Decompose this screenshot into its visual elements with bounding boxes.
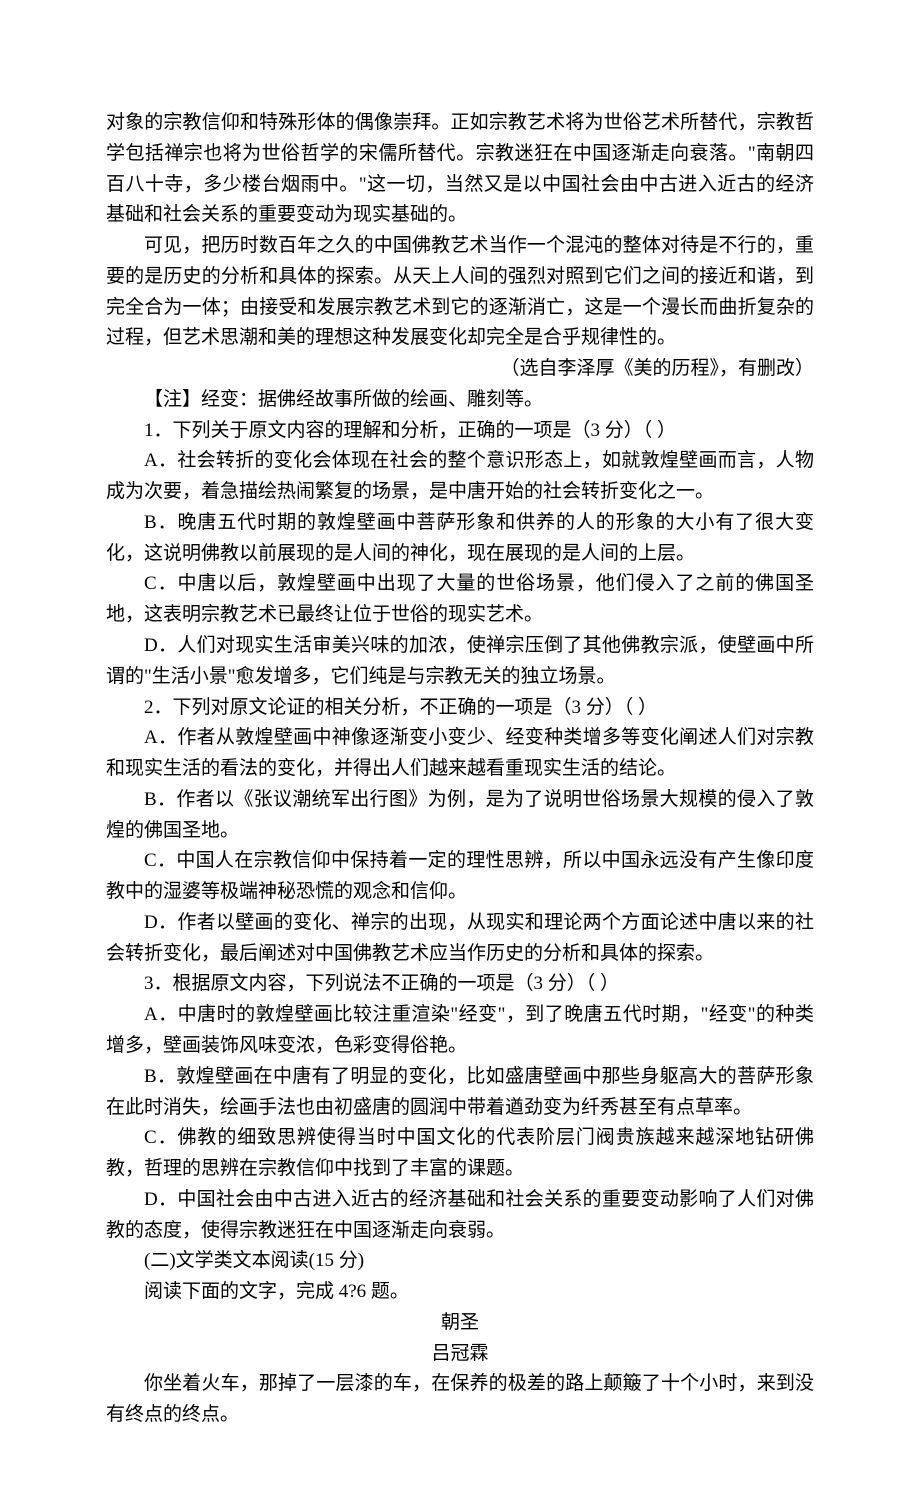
passage-paragraph-2: 可见，把历时数百年之久的中国佛教艺术当作一个混沌的整体对待是不行的，重要的是历史… xyxy=(106,231,814,354)
question-3-option-b: B．敦煌壁画在中唐有了明显的变化，比如盛唐壁画中那些身躯高大的菩萨形象在此时消失… xyxy=(106,1062,814,1124)
section-2-instruction: 阅读下面的文字，完成 4?6 题。 xyxy=(106,1277,814,1308)
question-2-option-a: A．作者从敦煌壁画中神像逐渐变小变少、经变种类增多等变化阐述人们对宗教和现实生活… xyxy=(106,723,814,785)
question-3-option-a: A．中唐时的敦煌壁画比较注重渲染"经变"，到了晚唐五代时期，"经变"的种类增多，… xyxy=(106,1000,814,1062)
section-2-header: (二)文学类文本阅读(15 分) xyxy=(106,1246,814,1277)
question-1-option-a: A．社会转折的变化会体现在社会的整个意识形态上，如就敦煌壁画而言，人物成为次要，… xyxy=(106,446,814,508)
question-1-option-b: B．晚唐五代时期的敦煌壁画中菩萨形象和供养的人的形象的大小有了很大变化，这说明佛… xyxy=(106,508,814,570)
passage-note: 【注】经变：据佛经故事所做的绘画、雕刻等。 xyxy=(106,385,814,416)
question-2-option-d: D．作者以壁画的变化、禅宗的出现，从现实和理论两个方面论述中唐以来的社会转折变化… xyxy=(106,908,814,970)
section-2-title: 朝圣 xyxy=(106,1308,814,1339)
question-3-option-c: C．佛教的细致思辨使得当时中国文化的代表阶层门阀贵族越来越深地钻研佛教，哲理的思… xyxy=(106,1123,814,1185)
question-3-option-d: D．中国社会由中古进入近古的经济基础和社会关系的重要变动影响了人们对佛教的态度，… xyxy=(106,1185,814,1247)
question-2-stem: 2．下列对原文论证的相关分析，不正确的一项是（3 分）（ ） xyxy=(106,693,814,724)
passage-paragraph-1: 对象的宗教信仰和特殊形体的偶像崇拜。正如宗教艺术将为世俗艺术所替代，宗教哲学包括… xyxy=(106,108,814,231)
question-2-option-c: C．中国人在宗教信仰中保持着一定的理性思辨，所以中国永远没有产生像印度教中的湿婆… xyxy=(106,846,814,908)
question-1-option-c: C．中唐以后，敦煌壁画中出现了大量的世俗场景，他们侵入了之前的佛国圣地，这表明宗… xyxy=(106,569,814,631)
question-3-stem: 3．根据原文内容，下列说法不正确的一项是（3 分）（ ） xyxy=(106,969,814,1000)
question-1-option-d: D．人们对现实生活审美兴味的加浓，使禅宗压倒了其他佛教宗派，使壁画中所谓的"生活… xyxy=(106,631,814,693)
passage-source: （选自李泽厚《美的历程》，有删改） xyxy=(106,354,814,385)
question-1-stem: 1．下列关于原文内容的理解和分析，正确的一项是（3 分）（ ） xyxy=(106,416,814,447)
section-2-author: 吕冠霖 xyxy=(106,1339,814,1370)
question-2-option-b: B．作者以《张议潮统军出行图》为例，是为了说明世俗场景大规模的侵入了敦煌的佛国圣… xyxy=(106,785,814,847)
section-2-body-1: 你坐着火车，那掉了一层漆的车，在保养的极差的路上颠簸了十个小时，来到没有终点的终… xyxy=(106,1369,814,1431)
